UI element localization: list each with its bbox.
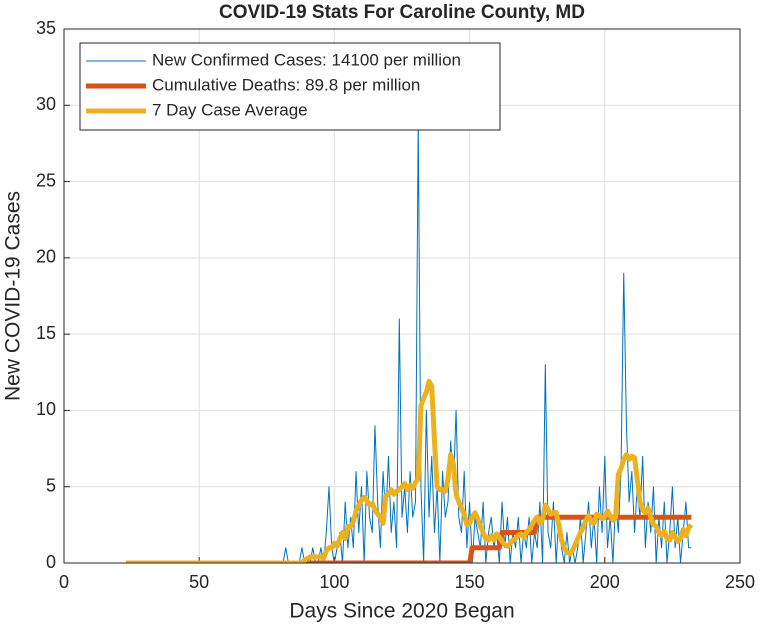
y-tick-label: 35 xyxy=(36,18,56,38)
y-tick-label: 0 xyxy=(46,552,56,572)
y-tick-label: 15 xyxy=(36,323,56,343)
axes-box xyxy=(63,28,741,564)
legend-box xyxy=(79,42,501,131)
chart-title: COVID-19 Stats For Caroline County, MD xyxy=(219,2,585,23)
y-tick-label: 30 xyxy=(36,94,56,114)
y-tick-label: 10 xyxy=(36,399,56,419)
legend-label: 7 Day Case Average xyxy=(152,100,308,119)
x-tick-label: 250 xyxy=(725,572,755,592)
x-tick-label: 200 xyxy=(590,572,620,592)
data-line xyxy=(126,378,694,563)
legend-label: Cumulative Deaths: 89.8 per million xyxy=(152,75,420,94)
x-tick-label: 0 xyxy=(59,572,69,592)
y-tick-label: 20 xyxy=(36,247,56,267)
x-tick-label: 50 xyxy=(189,572,209,592)
x-axis-label: Days Since 2020 Began xyxy=(289,600,514,623)
y-tick-label: 5 xyxy=(46,475,56,495)
y-tick-label: 25 xyxy=(36,170,56,190)
x-tick-label: 150 xyxy=(455,572,485,592)
legend-label: New Confirmed Cases: 14100 per million xyxy=(152,50,461,69)
data-line xyxy=(126,120,692,563)
x-tick-label: 100 xyxy=(319,572,349,592)
y-axis-label: New COVID-19 Cases xyxy=(2,191,25,401)
